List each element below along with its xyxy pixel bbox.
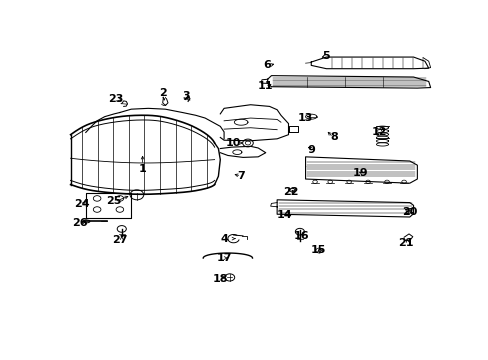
Text: 7: 7: [237, 171, 244, 181]
Text: 9: 9: [306, 145, 315, 155]
Text: 1: 1: [139, 164, 146, 174]
Text: 4: 4: [220, 234, 227, 244]
Text: 11: 11: [258, 81, 273, 91]
Text: 2: 2: [159, 88, 167, 98]
Text: 23: 23: [108, 94, 123, 104]
Text: 27: 27: [112, 235, 127, 245]
Text: 24: 24: [74, 199, 90, 209]
Text: 12: 12: [371, 127, 386, 137]
Text: 8: 8: [329, 132, 337, 143]
Text: 16: 16: [293, 231, 309, 241]
Text: 10: 10: [225, 138, 241, 148]
Text: 19: 19: [352, 168, 367, 179]
Text: 15: 15: [310, 245, 326, 255]
Text: 13: 13: [297, 113, 313, 123]
Text: 25: 25: [106, 196, 122, 206]
Text: 21: 21: [397, 238, 413, 248]
Text: 5: 5: [322, 51, 329, 61]
Text: 17: 17: [216, 253, 231, 263]
Text: 20: 20: [401, 207, 417, 217]
Text: 18: 18: [212, 274, 227, 284]
Text: 14: 14: [276, 210, 292, 220]
Text: 3: 3: [182, 91, 190, 101]
Text: 6: 6: [263, 60, 271, 70]
Text: 22: 22: [282, 186, 298, 197]
Text: 26: 26: [72, 219, 88, 228]
